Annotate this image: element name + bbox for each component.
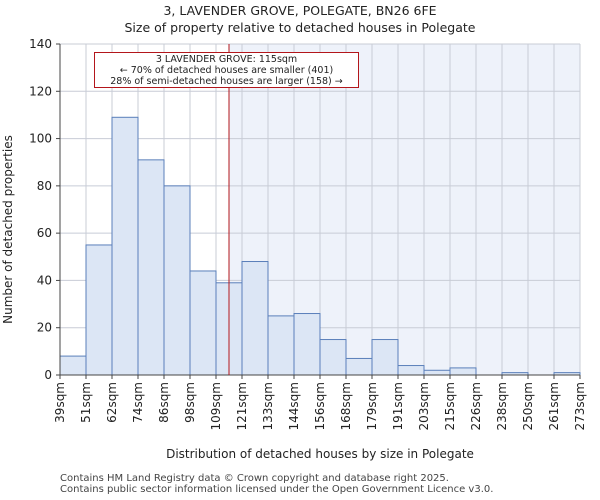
x-tick-label: 39sqm bbox=[53, 382, 67, 423]
x-tick-label: 74sqm bbox=[131, 382, 145, 423]
histogram-bar bbox=[423, 369, 451, 376]
footer-line-2: Contains public sector information licen… bbox=[60, 484, 494, 495]
x-tick-label: 203sqm bbox=[417, 382, 431, 430]
x-tick-label: 191sqm bbox=[391, 382, 405, 430]
histogram-bar bbox=[397, 365, 425, 376]
x-tick-label: 121sqm bbox=[235, 382, 249, 430]
x-tick-label: 250sqm bbox=[521, 382, 535, 430]
x-tick-label: 273sqm bbox=[573, 382, 587, 430]
histogram-bar bbox=[85, 244, 113, 376]
histogram-bar bbox=[371, 339, 399, 376]
y-tick-label: 100 bbox=[29, 132, 52, 146]
x-tick-label: 261sqm bbox=[547, 382, 561, 430]
x-tick-label: 238sqm bbox=[495, 382, 509, 430]
chart-title: 3, LAVENDER GROVE, POLEGATE, BN26 6FE bbox=[163, 3, 437, 18]
x-tick-label: 86sqm bbox=[157, 382, 171, 423]
y-tick-label: 0 bbox=[44, 368, 52, 382]
x-tick-label: 109sqm bbox=[209, 382, 223, 430]
x-tick-label: 62sqm bbox=[105, 382, 119, 423]
annotation-line-3: 28% of semi-detached houses are larger (… bbox=[110, 76, 343, 87]
y-tick-label: 120 bbox=[29, 84, 52, 98]
annotation-line-2: ← 70% of detached houses are smaller (40… bbox=[119, 65, 334, 76]
y-tick-label: 80 bbox=[37, 179, 52, 193]
x-tick-label: 168sqm bbox=[339, 382, 353, 430]
chart-subtitle: Size of property relative to detached ho… bbox=[124, 20, 476, 35]
histogram-bar bbox=[163, 185, 191, 376]
x-tick-label: 133sqm bbox=[261, 382, 275, 430]
histogram-bar bbox=[241, 261, 269, 376]
histogram-bar bbox=[449, 367, 477, 376]
y-tick-label: 60 bbox=[37, 226, 52, 240]
footer-line-1: Contains HM Land Registry data © Crown c… bbox=[60, 473, 449, 484]
histogram-bar bbox=[137, 159, 165, 376]
x-tick-label: 51sqm bbox=[79, 382, 93, 423]
histogram-bar bbox=[293, 313, 321, 376]
x-tick-label: 98sqm bbox=[183, 382, 197, 423]
x-tick-label: 156sqm bbox=[313, 382, 327, 430]
x-tick-label: 226sqm bbox=[469, 382, 483, 430]
y-axis-label: Number of detached properties bbox=[1, 135, 15, 324]
x-tick-label: 215sqm bbox=[443, 382, 457, 430]
histogram-bar bbox=[59, 355, 87, 376]
histogram-bar bbox=[267, 315, 295, 376]
y-tick-label: 140 bbox=[29, 37, 52, 51]
y-tick-label: 40 bbox=[37, 273, 52, 287]
histogram-bar bbox=[111, 116, 139, 376]
annotation-line-1: 3 LAVENDER GROVE: 115sqm bbox=[155, 54, 298, 65]
x-axis-label: Distribution of detached houses by size … bbox=[166, 447, 474, 461]
y-tick-label: 20 bbox=[37, 321, 52, 335]
x-tick-label: 179sqm bbox=[365, 382, 379, 430]
x-tick-label: 144sqm bbox=[287, 382, 301, 430]
property-annotation: 3 LAVENDER GROVE: 115sqm ← 70% of detach… bbox=[94, 52, 359, 88]
histogram-bar bbox=[345, 357, 373, 376]
histogram-bar bbox=[319, 339, 347, 376]
histogram-bar bbox=[189, 270, 217, 376]
